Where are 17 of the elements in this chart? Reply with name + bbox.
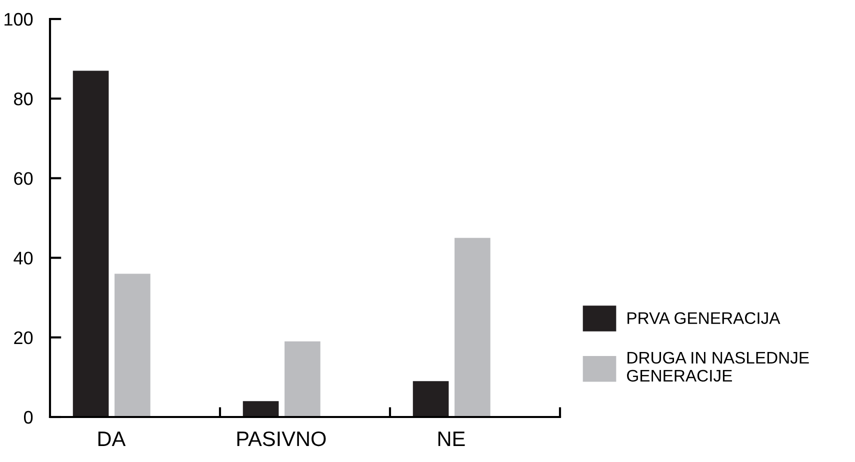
y-tick-label: 40 (14, 252, 33, 265)
legend-label: DRUGA IN NASLEDNJE GENERACIJE (627, 352, 809, 382)
y-tick-label: 20 (14, 331, 33, 344)
bar (114, 274, 150, 417)
y-tick-label: 100 (4, 12, 33, 26)
y-tick-label: 60 (14, 172, 33, 185)
x-tick-label: NE (438, 432, 465, 446)
x-tick-label: DA (98, 432, 126, 446)
y-tick-label: 80 (14, 92, 33, 106)
bar (242, 401, 279, 417)
bar (72, 70, 109, 417)
y-tick-label: 0 (24, 410, 33, 424)
bar (284, 341, 320, 417)
bar (454, 238, 490, 417)
x-tick-label: PASIVNO (237, 431, 326, 446)
bar (412, 381, 449, 417)
legend-label: PRVA GENERACIJA (628, 312, 780, 324)
